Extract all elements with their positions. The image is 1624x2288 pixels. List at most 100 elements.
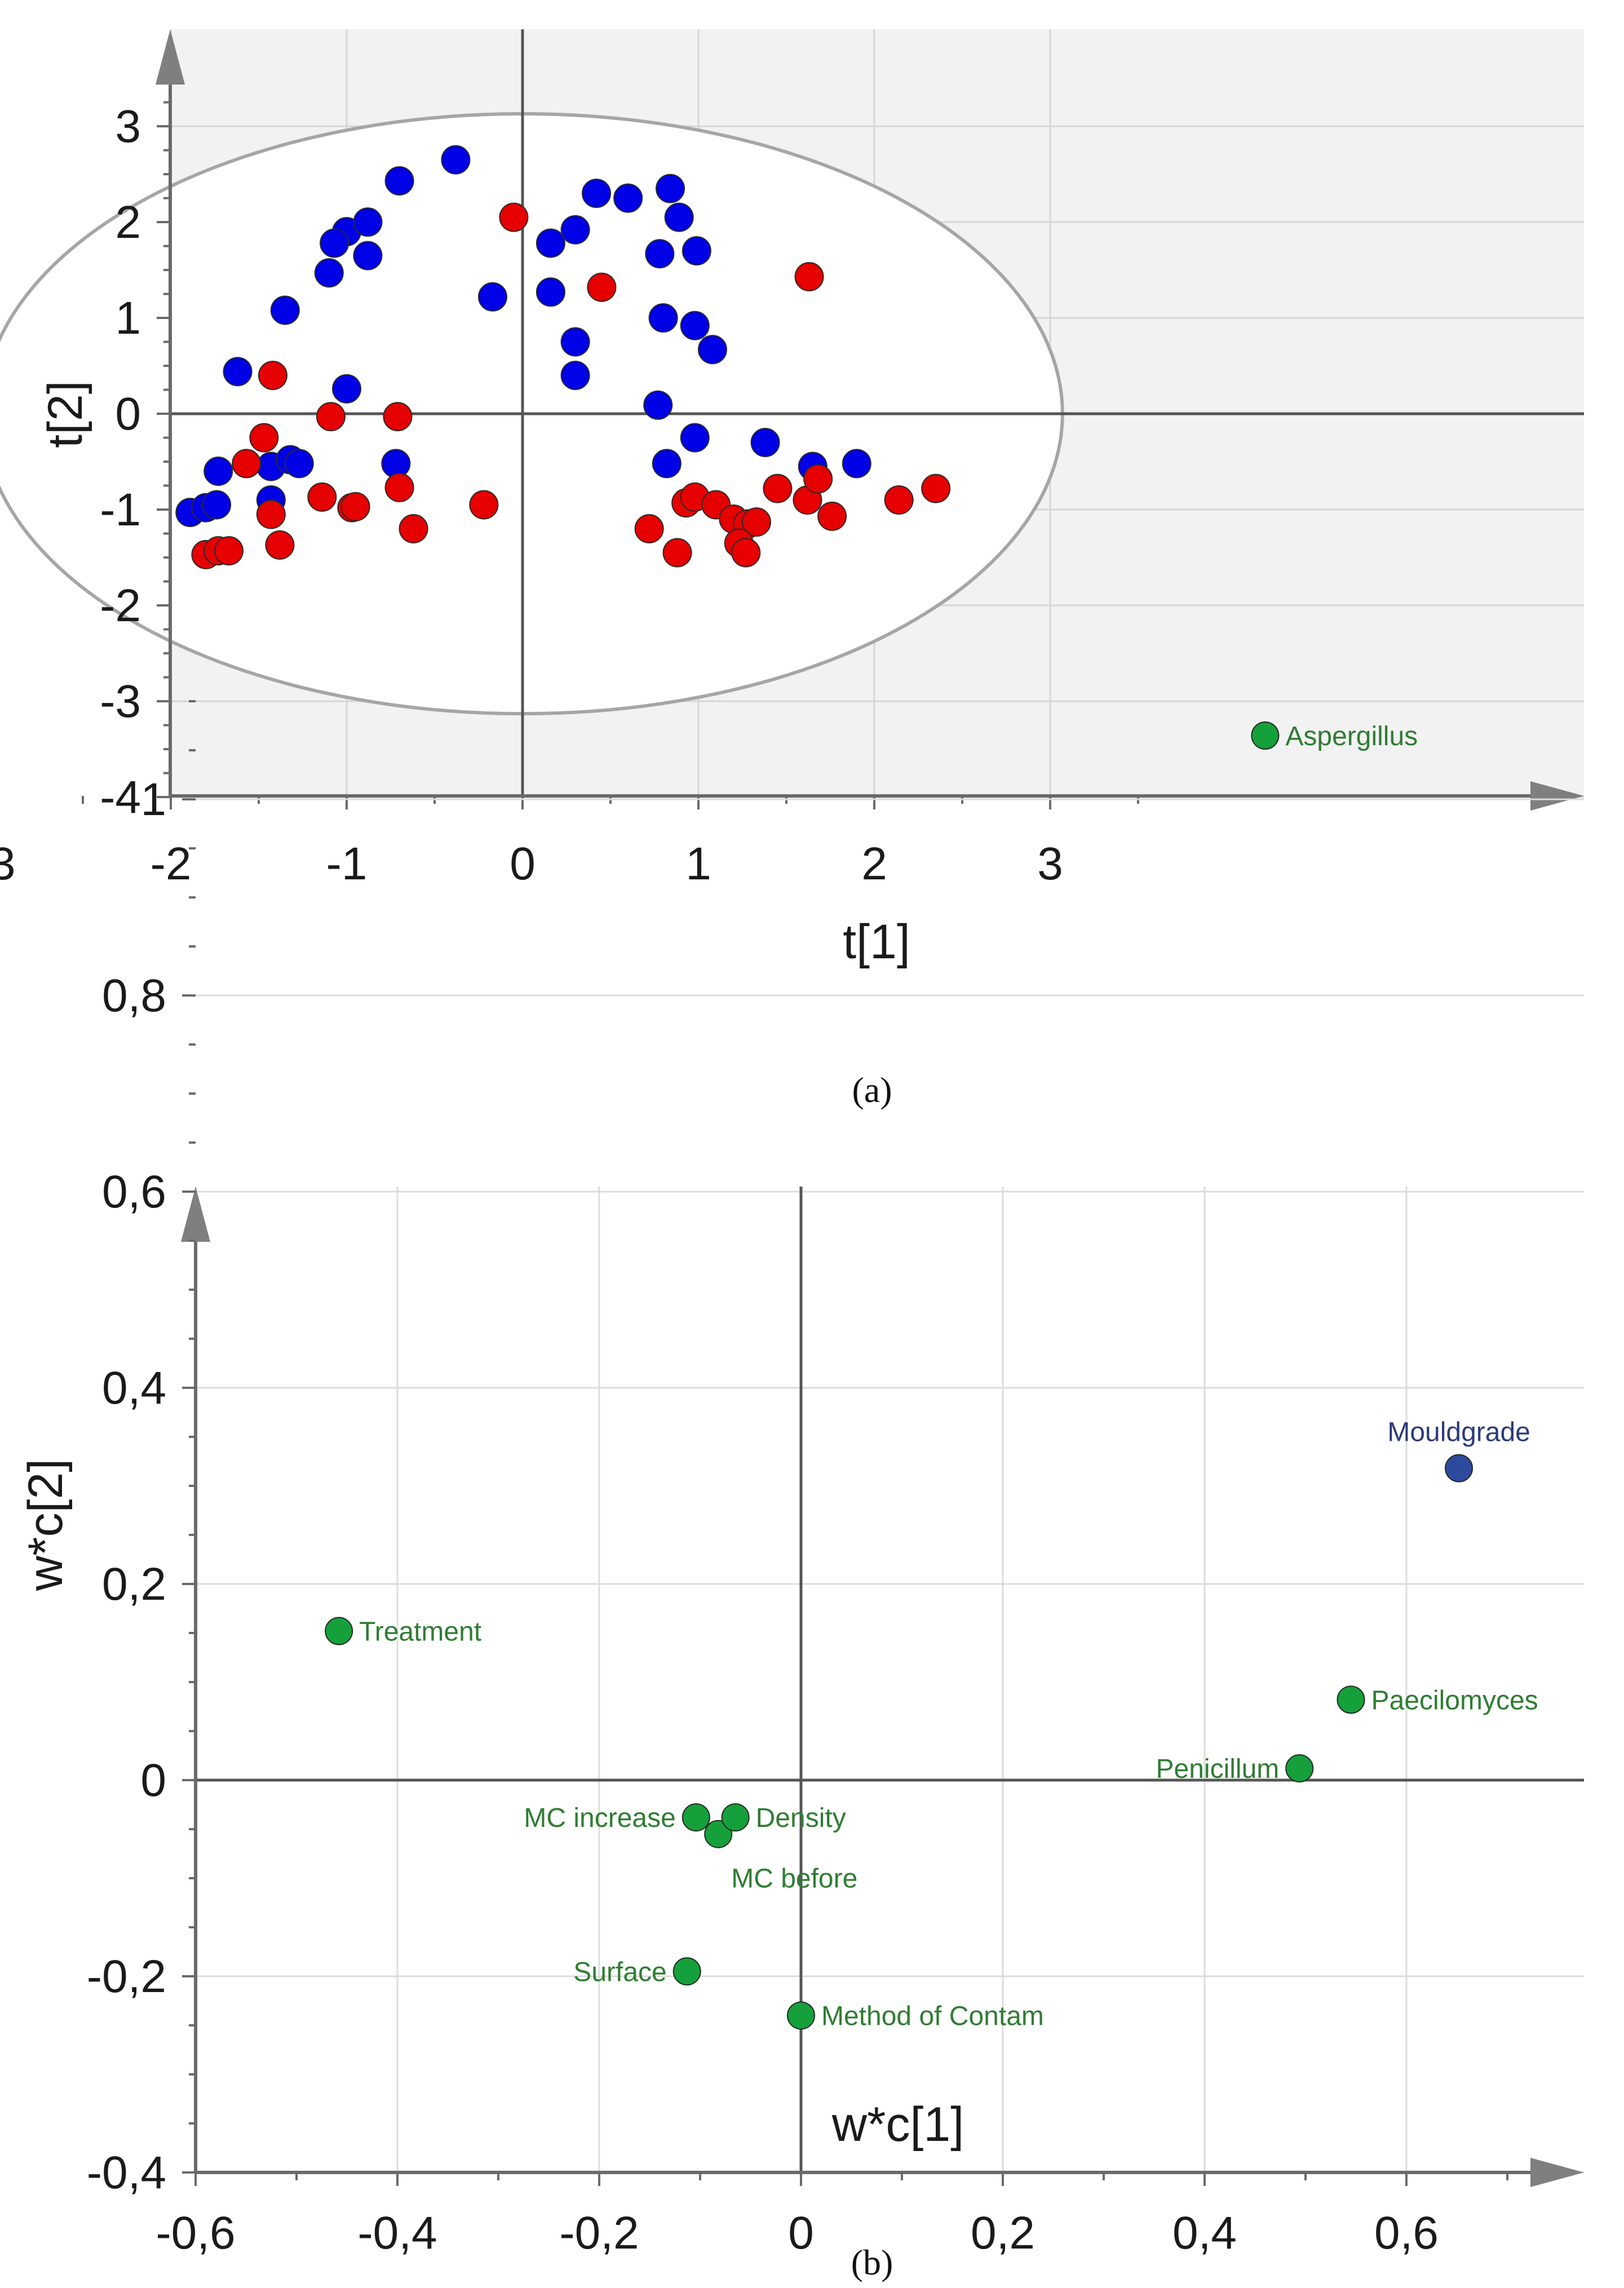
panel-b-grid [194,798,1584,2174]
panel-b-y-axis-arrow [181,1187,210,1242]
panel-a-score-point-blue [441,145,471,175]
panel-a-score-point-blue [320,228,349,258]
panel-b-loading-point-penicillum [1285,1754,1314,1783]
panel-a-score-point-blue [353,241,383,271]
panel-b-y-tick-label-0-4: -0,4 [87,2147,166,2198]
panel-a-score-point-blue [270,295,300,325]
panel-a-axes [82,29,1584,811]
panel-a-y-tick-label-4: -4 [100,772,141,823]
panel-a-score-point-red [383,402,413,432]
panel-a-score-point-red [731,538,761,568]
panel-b-axes [181,700,1584,2187]
panel-a-score-point-blue [697,335,727,365]
panel-a-score-point-blue [652,449,682,479]
panel-b-loading-label-surface: Surface [573,1957,666,1987]
panel-b-loading-label-mc-before: MC before [731,1864,857,1894]
panel-a-score-point-blue [284,449,314,479]
panel-a-score-point-blue [842,449,871,479]
panel-a-y-axis-arrow [156,29,185,85]
panel-b-x-tick-labels: -0,6 -0,4 -0,2 0 0,2 0,4 0,6 [156,2207,1439,2259]
panel-a-score-point-red [265,530,295,560]
panel-b-y-tick-label-0-2: 0,2 [102,1559,166,1610]
panel-b-loading-label-mouldgrade: Mouldgrade [1387,1418,1530,1448]
panel-a-score-point-blue [656,174,685,203]
panel-b-y-axis-title: w*c[2] [19,1459,73,1591]
panel-b: Aspergillus Mouldgrade Paecilomyces Penicil… [19,700,1584,2282]
panel-a-score-point-red [817,501,847,531]
panel-a-y-axis-title: t[2] [38,380,92,448]
panel-a-y-tick-label-0: 0 [115,388,141,440]
panel-a-x-tick-label-1: 1 [685,838,711,889]
panel-b-x-tick-label-0-6: -0,6 [156,2207,235,2259]
panel-a-score-point-red [499,202,529,232]
panel-a-score-point-blue [680,311,710,340]
panel-b-x-tick-label-0: 0 [788,2207,814,2259]
panel-a-score-point-red [469,490,499,520]
panel-a-y-tick-label-1: -1 [100,484,141,536]
panel-b-loading-point-surface [672,1957,701,1986]
panel-a-x-axis-title: t[1] [843,915,910,969]
panel-b-y-tick-label-0-4: 0,4 [102,1362,166,1414]
panel-a-score-point-red [232,449,262,479]
panel-a-score-point-blue [582,179,612,208]
panel-b-loading-point-method-of-contam [787,2001,815,2030]
panel-b-loading-point-paecilomyces [1337,1685,1365,1714]
panel-a: -4 -3 -2 -1 0 1 2 3 3 2 1 0 -1 -2 -3 -4 t[1] t[2] (a) [0,29,1584,1110]
panel-a-score-point-red [399,514,428,543]
panel-a-score-point-blue [202,490,232,520]
panel-b-loading-point-aspergillus [1251,721,1280,750]
panel-a-x-tick-label-3: 3 [1037,838,1063,889]
panel-b-y-tick-label-0: 0 [140,1755,166,1806]
panel-a-score-point-red [340,492,370,521]
panel-b-y-tick-labels: 1 0,8 0,6 0,4 0,2 0 -0,2 -0,4 [87,774,166,2198]
panel-a-score-point-red [794,262,824,291]
panel-b-loading-point-density [721,1803,750,1832]
panel-a-scores [175,145,951,569]
panel-a-score-point-blue [477,282,507,312]
panel-b-x-axis-title: w*c[1] [831,2097,964,2152]
panel-a-score-point-blue [560,361,590,390]
panel-a-y-tick-label-2: 2 [115,197,141,248]
panel-a-score-point-red [741,507,771,537]
panel-a-score-point-red [921,473,951,503]
panel-a-y-tick-label-2: -2 [100,580,141,631]
panel-b-y-tick-label-0-2: -0,2 [87,1951,166,2002]
panel-a-score-point-blue [643,390,673,420]
panel-a-y-tick-label-3: -3 [100,676,141,727]
panel-a-score-point-blue [613,183,643,213]
panel-a-score-point-red [634,514,664,543]
panel-a-score-point-blue [750,428,780,457]
panel-a-score-point-blue [223,357,253,387]
panel-b-x-tick-label-0-4: -0,4 [357,2207,437,2259]
panel-b-loading-point-mc-increase [682,1803,710,1832]
panel-a-score-point-red [803,464,833,494]
panel-b-y-tick-label-0-6: 0,6 [102,1166,166,1218]
panel-a-score-point-red [587,272,617,302]
panel-a-score-point-blue [536,277,565,307]
panel-a-score-point-red [884,485,914,515]
panel-b-loading-label-aspergillus: Aspergillus [1285,722,1418,751]
panel-a-y-tick-labels: 3 2 1 0 -1 -2 -3 -4 [100,101,141,823]
panel-b-loading-point-mc-before [704,1820,733,1848]
panel-b-loading-label-density: Density [756,1803,846,1833]
panel-b-loading-label-treatment: Treatment [359,1617,481,1647]
panel-a-x-tick-label-1: -1 [326,838,368,889]
panel-a-score-point-red [249,423,279,453]
panel-b-loadings: Aspergillus Mouldgrade Paecilomyces Penicil… [325,721,1538,2032]
panel-a-score-point-red [307,482,337,512]
panel-a-score-point-blue [384,166,414,196]
panel-a-score-point-blue [536,228,565,258]
panel-b-loading-label-mc-increase: MC increase [524,1803,675,1833]
panel-a-score-point-blue [314,258,344,288]
panel-a-x-axis-arrow [1530,781,1584,811]
panel-a-score-point-blue [680,423,710,453]
panel-b-loading-label-penicillum: Penicillum [1156,1754,1280,1784]
panel-a-y-tick-label-3: 3 [115,101,141,152]
panel-b-loading-point-treatment [325,1617,353,1645]
panel-a-score-point-red [214,536,244,566]
panel-a-score-point-red [316,402,346,432]
panel-b-loading-label-paecilomyces: Paecilomyces [1371,1685,1538,1715]
panel-a-score-point-red [258,361,287,390]
